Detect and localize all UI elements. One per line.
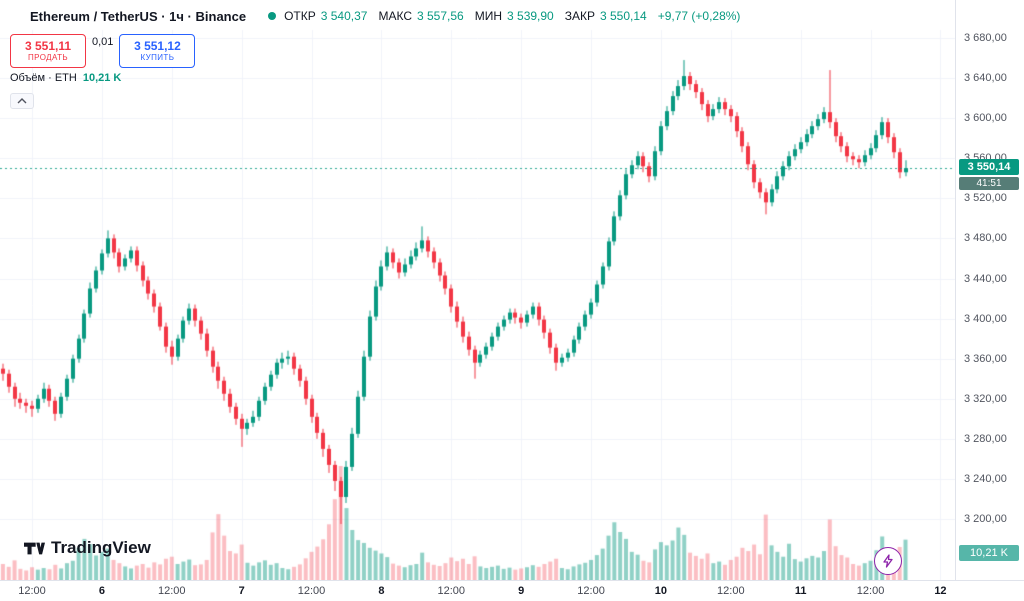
sell-button[interactable]: 3 551,11 ПРОДАТЬ <box>10 34 86 68</box>
price-axis-label: 3 360,00 <box>964 352 1007 365</box>
high-label: МАКС <box>378 9 412 23</box>
time-axis-label: 6 <box>98 585 105 597</box>
volume-legend-title: Объём · ETH <box>10 72 77 84</box>
price-axis-label: 3 680,00 <box>964 32 1007 44</box>
low-label: МИН <box>474 9 503 23</box>
volume-value-badge: 10,21 K <box>959 545 1019 561</box>
open-label: ОТКР <box>284 9 316 23</box>
close-label: ЗАКР <box>564 9 595 23</box>
trade-panel: 3 551,11 ПРОДАТЬ 0,01 3 551,12 КУПИТЬ <box>10 34 196 68</box>
time-axis-label: 12:00 <box>856 585 885 597</box>
price-axis-label: 3 440,00 <box>964 272 1007 285</box>
symbol-title[interactable]: Ethereum / TetherUS · 1ч · Binance <box>30 8 247 24</box>
price-axis-label: 3 640,00 <box>964 72 1007 85</box>
time-axis[interactable]: 12:00 6 12:00 7 12:00 8 12:00 9 12:00 10 12:00 11 12… <box>0 580 1024 601</box>
price-axis-label: 3 480,00 <box>964 232 1007 245</box>
time-axis-label: 12:00 <box>717 585 745 597</box>
buy-label: КУПИТЬ <box>140 53 175 63</box>
time-axis-label: 8 <box>378 585 385 597</box>
time-axis-label: 7 <box>238 585 245 597</box>
change-value: +9,77 (+0,28%) <box>657 9 741 23</box>
time-axis-label: 12:00 <box>158 585 186 597</box>
buy-button[interactable]: 3 551,12 КУПИТЬ <box>119 34 196 68</box>
tradingview-logo[interactable]: TradingView <box>24 538 151 558</box>
spread-value: 0,01 <box>92 36 114 48</box>
time-axis-label: 12:00 <box>18 585 46 597</box>
time-axis-label: 12:00 <box>297 585 326 597</box>
price-axis-label: 3 240,00 <box>964 472 1007 485</box>
price-axis-label: 3 200,00 <box>964 513 1007 525</box>
time-axis-label: 12:00 <box>437 585 466 597</box>
chevron-up-icon <box>17 98 27 104</box>
volume-legend-value: 10,21 K <box>82 72 122 84</box>
price-axis-label: 3 400,00 <box>964 312 1007 325</box>
high-value: 3 557,56 <box>417 9 464 23</box>
tradingview-logo-text: TradingView <box>51 538 151 557</box>
price-axis[interactable]: 3 550,14 41:51 10,21 K 3 680,00 3 640,00 3… <box>955 0 1024 581</box>
last-price-badge: 3 550,14 <box>959 159 1019 176</box>
time-axis-label: 10 <box>654 585 668 597</box>
price-axis-label: 3 600,00 <box>964 112 1007 125</box>
low-value: 3 539,90 <box>507 9 554 23</box>
sell-label: ПРОДАТЬ <box>27 53 69 63</box>
boost-button[interactable] <box>874 547 902 575</box>
ohlc-values: ОТКР 3 540,37 МАКС 3 557,56 МИН 3 539,90… <box>284 9 740 23</box>
series-marker-icon <box>268 12 277 20</box>
time-axis-label: 9 <box>518 585 525 597</box>
close-value: 3 550,14 <box>599 9 647 23</box>
price-axis-label: 3 520,00 <box>964 192 1007 205</box>
bar-countdown-badge: 41:51 <box>959 177 1019 191</box>
sell-price: 3 551,11 <box>24 38 72 53</box>
buy-price: 3 551,12 <box>134 38 181 53</box>
price-axis-label: 3 320,00 <box>964 392 1007 405</box>
price-axis-label: 3 280,00 <box>964 432 1007 445</box>
time-axis-label: 11 <box>794 585 807 597</box>
time-axis-label: 12 <box>934 585 947 597</box>
time-axis-label: 12:00 <box>577 585 605 597</box>
volume-legend: Объём · ETH 10,21 K <box>10 72 121 84</box>
collapse-legend-button[interactable] <box>10 93 34 109</box>
chart-header: Ethereum / TetherUS · 1ч · Binance ОТКР … <box>30 6 740 26</box>
tradingview-logo-icon <box>24 542 45 554</box>
open-value: 3 540,37 <box>320 9 368 23</box>
lightning-icon <box>883 554 893 568</box>
